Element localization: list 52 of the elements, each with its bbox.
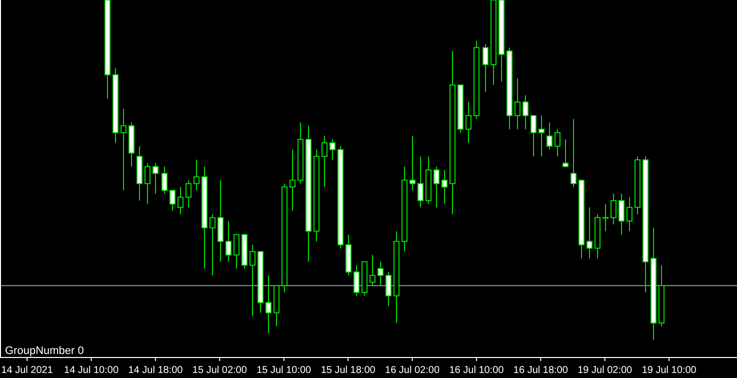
- candlestick: [234, 234, 240, 270]
- candlestick: [546, 122, 552, 150]
- candlestick: [522, 94, 528, 130]
- candlestick: [466, 102, 472, 144]
- candlestick: [170, 190, 176, 212]
- candlestick: [418, 156, 424, 208]
- candlestick: [538, 115, 544, 157]
- x-tick-label: 14 Jul 18:00: [128, 365, 184, 376]
- candlestick: [186, 180, 192, 208]
- candlestick: [514, 78, 520, 130]
- candlestick: [586, 206, 592, 259]
- candlestick: [266, 274, 272, 334]
- x-tick-label: 15 Jul 18:00: [320, 365, 376, 376]
- candlestick: [386, 272, 392, 306]
- candlestick: [482, 44, 488, 92]
- x-tick-label: 16 Jul 10:00: [449, 365, 504, 376]
- candlestick: [290, 149, 296, 212]
- x-tick-label: 14 Jul 10:00: [64, 365, 119, 376]
- candlestick: [120, 108, 126, 191]
- candlestick: [194, 159, 200, 191]
- candlestick: [530, 115, 536, 157]
- candlestick: [442, 170, 448, 204]
- candlestick: [210, 214, 216, 276]
- text: GroupNumber 0: [5, 345, 84, 357]
- candlestick: [602, 204, 608, 232]
- x-tick-label: 16 Jul 18:00: [513, 365, 568, 376]
- candlestick: [618, 193, 624, 236]
- candlestick: [570, 118, 576, 188]
- candlestick: [434, 166, 440, 208]
- candlestick: [610, 193, 616, 225]
- candlestick: [562, 138, 568, 168]
- x-tick-label: 15 Jul 02:00: [192, 365, 248, 376]
- x-tick-label: 19 Jul 10:00: [642, 365, 697, 376]
- candlestick: [410, 136, 416, 191]
- candlestick: [626, 196, 632, 232]
- candlestick: [144, 162, 150, 204]
- candlestick: [354, 264, 360, 296]
- candlestick: [218, 180, 224, 262]
- candlestick: [378, 261, 384, 286]
- candlestick: [226, 220, 232, 262]
- candlestick: [322, 136, 328, 188]
- x-tick-label: 15 Jul 10:00: [256, 365, 312, 376]
- candlestick: [554, 128, 560, 157]
- candlestick: [152, 162, 158, 194]
- candlestick: [162, 166, 168, 194]
- x-tick-label: 19 Jul 02:00: [578, 365, 633, 376]
- candlestick: [370, 254, 376, 286]
- x-tick-label: 16 Jul 02:00: [385, 365, 440, 376]
- candlestick: [250, 244, 256, 317]
- candlestick: [178, 186, 184, 215]
- candlestick: [330, 138, 336, 160]
- x-tick-label: 14 Jul 2021: [1, 365, 54, 376]
